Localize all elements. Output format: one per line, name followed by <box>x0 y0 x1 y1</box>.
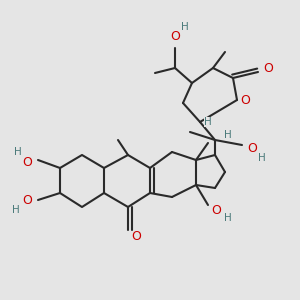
Text: O: O <box>22 194 32 206</box>
Text: O: O <box>247 142 257 154</box>
Text: H: H <box>258 153 266 163</box>
Text: H: H <box>181 22 189 32</box>
Text: O: O <box>263 61 273 74</box>
Text: H: H <box>224 213 232 223</box>
Text: H: H <box>224 130 232 140</box>
Text: O: O <box>131 230 141 244</box>
Text: H: H <box>12 205 20 215</box>
Text: H: H <box>14 147 22 157</box>
Text: O: O <box>170 31 180 44</box>
Text: O: O <box>211 203 221 217</box>
Text: H: H <box>204 117 212 127</box>
Text: O: O <box>240 94 250 106</box>
Text: O: O <box>22 155 32 169</box>
